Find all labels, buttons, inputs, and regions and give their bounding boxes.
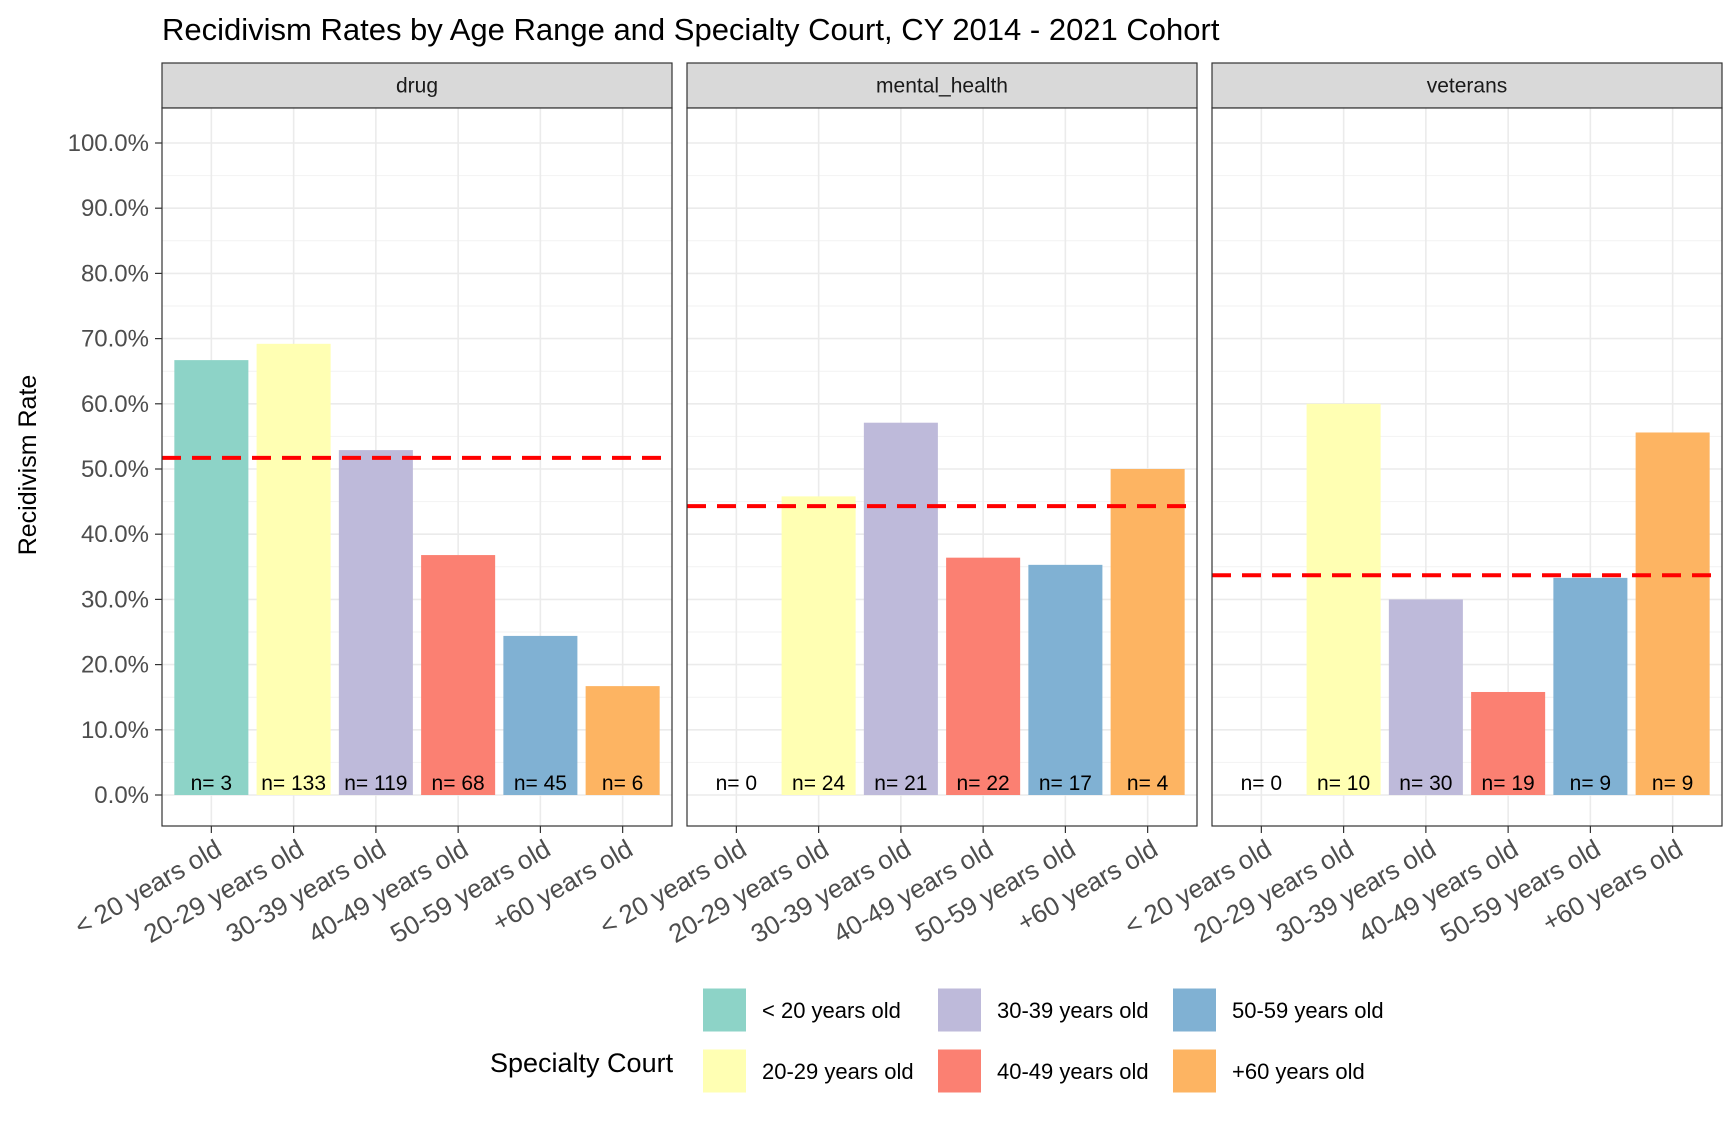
y-axis-ticks: 0.0% 10.0% 20.0% 30.0% 40.0% 50.0% 60.0% 70.0% 8…	[68, 130, 162, 809]
legend-item: 30-39 years old	[938, 988, 1149, 1032]
legend-label: 50-59 years old	[1232, 998, 1384, 1023]
facet-strip-label: drug	[396, 75, 438, 98]
legend-key	[703, 988, 746, 1032]
y-tick-label: 80.0%	[81, 260, 149, 287]
facet-strip-label: mental_health	[876, 75, 1008, 98]
legend-title: Specialty Court	[490, 1048, 674, 1078]
y-tick-label: 70.0%	[81, 326, 149, 353]
bars	[174, 343, 660, 795]
bar-drug-2	[338, 450, 413, 795]
n-label: n= 24	[792, 772, 845, 795]
legend-key	[1173, 1049, 1216, 1093]
n-label: n= 45	[514, 772, 567, 795]
y-axis-title: Recidivism Rate	[14, 375, 42, 556]
bars	[781, 422, 1185, 795]
n-label: n= 133	[261, 772, 326, 795]
bar-mental_health-3	[946, 557, 1021, 795]
legend-item: 20-29 years old	[703, 1049, 914, 1093]
bar-veterans-4	[1553, 577, 1628, 795]
n-label: n= 22	[957, 772, 1010, 795]
n-label: n= 4	[1127, 772, 1169, 795]
legend-key	[938, 988, 981, 1032]
chart-title: Recidivism Rates by Age Range and Specia…	[162, 12, 1220, 47]
y-tick-label: 40.0%	[81, 521, 149, 548]
legend-label: 30-39 years old	[997, 998, 1149, 1023]
facet-strip	[161, 62, 673, 109]
n-label: n= 0	[1241, 772, 1282, 795]
n-label: n= 9	[1652, 772, 1693, 795]
bar-veterans-3	[1471, 691, 1546, 795]
panel-border	[161, 107, 673, 827]
bar-veterans-1	[1306, 403, 1381, 795]
legend-key	[703, 1049, 746, 1093]
bar-mental_health-1	[781, 496, 856, 795]
bars	[1306, 403, 1710, 795]
y-tick-label: 90.0%	[81, 195, 149, 222]
n-label: n= 19	[1482, 772, 1535, 795]
bar-drug-3	[421, 555, 496, 795]
y-tick-label: 100.0%	[68, 130, 149, 157]
n-label: n= 9	[1570, 772, 1611, 795]
legend-item: < 20 years old	[703, 988, 901, 1032]
legend-item: +60 years old	[1173, 1049, 1365, 1093]
y-tick-label: 20.0%	[81, 652, 149, 679]
legend-label: +60 years old	[1232, 1059, 1365, 1084]
n-label: n= 68	[432, 772, 485, 795]
bar-mental_health-4	[1028, 564, 1103, 795]
legend-key	[938, 1049, 981, 1093]
n-labels: n= 0 n= 24 n= 21 n= 22 n= 17 n= 4	[716, 772, 1169, 795]
n-label: n= 3	[191, 772, 232, 795]
bar-veterans-2	[1388, 599, 1463, 795]
y-tick-label: 10.0%	[81, 717, 149, 744]
n-label: n= 21	[874, 772, 927, 795]
legend-item: 50-59 years old	[1173, 988, 1384, 1032]
n-label: n= 0	[716, 772, 757, 795]
n-label: n= 6	[602, 772, 643, 795]
n-labels: n= 0 n= 10 n= 30 n= 19 n= 9 n= 9	[1241, 772, 1694, 795]
y-tick-label: 50.0%	[81, 456, 149, 483]
y-tick-label: 60.0%	[81, 391, 149, 418]
bar-mental_health-2	[863, 422, 938, 795]
bar-drug-4	[503, 635, 578, 795]
n-label: n= 17	[1039, 772, 1092, 795]
facet-panel-veterans: veterans n= 0 n= 10 n= 30 n= 19 n= 9 n= 9 < 20 …	[1119, 62, 1723, 949]
facet-strip-label: veterans	[1427, 75, 1508, 98]
bar-mental_health-5	[1110, 469, 1185, 795]
bar-veterans-5	[1635, 432, 1710, 795]
legend-label: 20-29 years old	[762, 1059, 914, 1084]
panel-border	[1211, 107, 1723, 827]
facet-strip	[686, 62, 1198, 109]
legend-key	[1173, 988, 1216, 1032]
legend-label: < 20 years old	[762, 998, 901, 1023]
n-label: n= 10	[1317, 772, 1370, 795]
bar-drug-1	[256, 343, 331, 795]
panel-border	[686, 107, 1198, 827]
n-label: n= 30	[1399, 772, 1452, 795]
facet-panel-drug: drug n= 3 n= 133 n= 119 n= 68 n= 45 n= 6 < 20 y…	[69, 62, 673, 949]
y-tick-label: 0.0%	[94, 782, 149, 809]
legend-label: 40-49 years old	[997, 1059, 1149, 1084]
legend-item: 40-49 years old	[938, 1049, 1149, 1093]
n-label: n= 119	[344, 772, 407, 795]
n-labels: n= 3 n= 133 n= 119 n= 68 n= 45 n= 6	[191, 772, 644, 795]
bar-drug-0	[174, 360, 249, 795]
y-tick-label: 30.0%	[81, 586, 149, 613]
panels-layer: drug n= 3 n= 133 n= 119 n= 68 n= 45 n= 6 < 20 y…	[69, 62, 1723, 949]
legend: Specialty Court < 20 years old 20-29 year…	[490, 988, 1384, 1093]
bar-drug-5	[585, 686, 660, 795]
